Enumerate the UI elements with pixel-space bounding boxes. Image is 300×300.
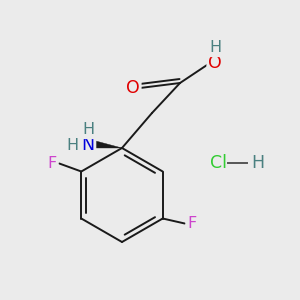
- Text: N: N: [81, 136, 94, 154]
- Text: H: H: [209, 40, 221, 56]
- Text: H: H: [251, 154, 264, 172]
- Text: H: H: [82, 122, 94, 137]
- Polygon shape: [83, 138, 122, 148]
- Text: O: O: [126, 79, 140, 97]
- Text: F: F: [187, 216, 196, 231]
- Text: H: H: [66, 137, 78, 152]
- Text: F: F: [48, 156, 57, 171]
- Text: O: O: [208, 54, 222, 72]
- Text: Cl: Cl: [210, 154, 227, 172]
